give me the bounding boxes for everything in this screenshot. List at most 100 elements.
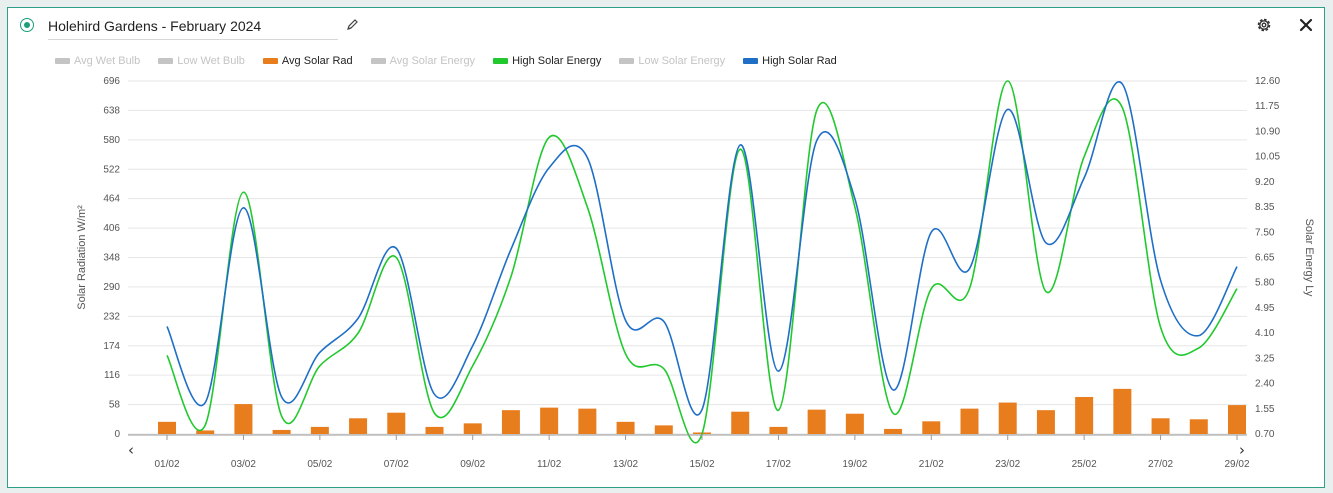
legend-item-low-solar-energy[interactable]: Low Solar Energy bbox=[619, 55, 725, 67]
legend-item-high-solar-rad[interactable]: High Solar Rad bbox=[743, 55, 837, 67]
legend-item-avg-wet-bulb[interactable]: Avg Wet Bulb bbox=[55, 55, 140, 67]
y-left-tick-label: 522 bbox=[103, 164, 120, 175]
panel-header: Holehird Gardens - February 2024 bbox=[8, 8, 1324, 46]
bar-avg-solar-rad[interactable] bbox=[922, 421, 941, 434]
status-indicator[interactable] bbox=[20, 18, 34, 32]
bar-avg-solar-rad[interactable] bbox=[1189, 419, 1208, 434]
y-right-tick-label: 4.10 bbox=[1255, 328, 1275, 339]
gear-icon[interactable] bbox=[1255, 16, 1273, 34]
y-right-tick-label: 12.60 bbox=[1255, 76, 1280, 87]
x-tick-label: 11/02 bbox=[537, 459, 562, 470]
bar-avg-solar-rad[interactable] bbox=[540, 407, 559, 434]
bar-avg-solar-rad[interactable] bbox=[1151, 418, 1170, 434]
x-tick-label: 05/02 bbox=[307, 459, 332, 470]
y-left-tick-label: 406 bbox=[103, 223, 120, 234]
x-tick-label: 23/02 bbox=[995, 459, 1020, 470]
y-right-tick-label: 0.70 bbox=[1255, 429, 1275, 440]
bar-avg-solar-rad[interactable] bbox=[654, 425, 673, 434]
y-right-tick-label: 8.35 bbox=[1255, 202, 1275, 213]
bar-avg-solar-rad[interactable] bbox=[425, 426, 444, 434]
x-tick-label: 27/02 bbox=[1148, 459, 1173, 470]
series-line-high-solar-energy[interactable] bbox=[166, 80, 1238, 444]
y-right-tick-label: 10.05 bbox=[1255, 152, 1280, 163]
bar-avg-solar-rad[interactable] bbox=[616, 421, 635, 434]
bar-avg-solar-rad[interactable] bbox=[807, 409, 826, 434]
bar-avg-solar-rad[interactable] bbox=[1113, 388, 1132, 434]
legend-label: High Solar Rad bbox=[762, 55, 837, 67]
x-tick-label: 03/02 bbox=[231, 459, 256, 470]
bar-avg-solar-rad[interactable] bbox=[501, 410, 520, 434]
y-left-tick-label: 464 bbox=[103, 194, 120, 205]
bar-avg-solar-rad[interactable] bbox=[196, 430, 215, 434]
bar-avg-solar-rad[interactable] bbox=[1075, 396, 1094, 434]
pencil-icon[interactable] bbox=[345, 18, 359, 32]
y-left-tick-label: 290 bbox=[103, 282, 120, 293]
y-right-axis-title: Solar Energy Ly bbox=[1303, 219, 1315, 297]
legend-swatch bbox=[55, 58, 70, 64]
x-tick-label: 25/02 bbox=[1072, 459, 1097, 470]
panel-title[interactable]: Holehird Gardens - February 2024 bbox=[48, 18, 338, 40]
x-tick-label: 09/02 bbox=[460, 459, 485, 470]
y-left-tick-label: 232 bbox=[103, 311, 120, 322]
legend-label: Avg Solar Rad bbox=[281, 55, 353, 67]
y-left-tick-label: 0 bbox=[114, 429, 120, 440]
legend-label: Avg Wet Bulb bbox=[74, 55, 141, 67]
y-right-tick-label: 10.90 bbox=[1255, 126, 1280, 137]
legend-swatch bbox=[743, 58, 759, 64]
bar-avg-solar-rad[interactable] bbox=[272, 429, 291, 434]
bar-avg-solar-rad[interactable] bbox=[463, 423, 482, 434]
bar-avg-solar-rad[interactable] bbox=[1036, 410, 1055, 434]
bar-avg-solar-rad[interactable] bbox=[884, 428, 903, 434]
legend-label: High Solar Energy bbox=[512, 55, 602, 67]
x-tick-label: 21/02 bbox=[919, 459, 944, 470]
chevron-right-icon[interactable]: › bbox=[1239, 441, 1245, 459]
y-left-tick-label: 580 bbox=[103, 135, 120, 146]
legend-swatch bbox=[262, 58, 278, 64]
bar-avg-solar-rad[interactable] bbox=[998, 402, 1017, 434]
y-right-tick-label: 9.20 bbox=[1255, 177, 1275, 188]
bar-avg-solar-rad[interactable] bbox=[578, 408, 597, 434]
x-tick-label: 17/02 bbox=[766, 459, 791, 470]
y-right-tick-label: 5.80 bbox=[1255, 278, 1275, 289]
y-right-tick-label: 3.25 bbox=[1255, 353, 1275, 364]
bar-avg-solar-rad[interactable] bbox=[1228, 405, 1246, 434]
bar-avg-solar-rad[interactable] bbox=[387, 412, 406, 434]
bar-avg-solar-rad[interactable] bbox=[158, 421, 176, 434]
bar-avg-solar-rad[interactable] bbox=[234, 404, 253, 434]
legend-swatch bbox=[619, 58, 635, 64]
x-tick-label: 15/02 bbox=[689, 459, 714, 470]
chart-legend: Avg Wet Bulb Low Wet Bulb Avg Solar Rad Avg… bbox=[55, 51, 855, 67]
legend-item-high-solar-energy[interactable]: High Solar Energy bbox=[493, 55, 601, 67]
legend-label: Low Wet Bulb bbox=[177, 55, 245, 67]
legend-label: Low Solar Energy bbox=[638, 55, 726, 67]
y-right-tick-label: 7.50 bbox=[1255, 227, 1275, 238]
chart-panel: Holehird Gardens - February 2024 Avg Wet… bbox=[7, 7, 1325, 488]
y-left-tick-label: 116 bbox=[104, 370, 120, 381]
bar-avg-solar-rad[interactable] bbox=[769, 426, 788, 434]
x-tick-label: 13/02 bbox=[613, 459, 638, 470]
chevron-left-icon[interactable]: ‹ bbox=[128, 441, 134, 459]
bar-avg-solar-rad[interactable] bbox=[731, 411, 750, 434]
x-tick-label: 19/02 bbox=[842, 459, 867, 470]
y-left-tick-label: 58 bbox=[109, 400, 121, 411]
bar-avg-solar-rad[interactable] bbox=[845, 413, 864, 434]
legend-item-avg-solar-rad[interactable]: Avg Solar Rad bbox=[262, 55, 353, 67]
x-tick-label: 29/02 bbox=[1224, 459, 1249, 470]
y-right-tick-label: 2.40 bbox=[1255, 379, 1275, 390]
y-left-axis-title: Solar Radiation W/m² bbox=[76, 205, 88, 310]
x-tick-label: 07/02 bbox=[384, 459, 409, 470]
y-left-tick-label: 174 bbox=[103, 341, 120, 352]
legend-swatch bbox=[370, 58, 386, 64]
x-tick-label: 01/02 bbox=[154, 459, 179, 470]
legend-item-avg-solar-energy[interactable]: Avg Solar Energy bbox=[370, 55, 476, 67]
legend-item-low-wet-bulb[interactable]: Low Wet Bulb bbox=[158, 55, 245, 67]
close-icon[interactable] bbox=[1298, 17, 1314, 33]
legend-swatch bbox=[493, 58, 509, 64]
legend-label: Avg Solar Energy bbox=[389, 55, 476, 67]
bar-avg-solar-rad[interactable] bbox=[310, 426, 329, 434]
bar-avg-solar-rad[interactable] bbox=[960, 408, 979, 434]
bar-avg-solar-rad[interactable] bbox=[349, 418, 368, 434]
y-right-tick-label: 1.55 bbox=[1255, 404, 1275, 415]
y-left-tick-label: 348 bbox=[103, 253, 120, 264]
series-line-high-solar-rad[interactable] bbox=[166, 80, 1238, 416]
